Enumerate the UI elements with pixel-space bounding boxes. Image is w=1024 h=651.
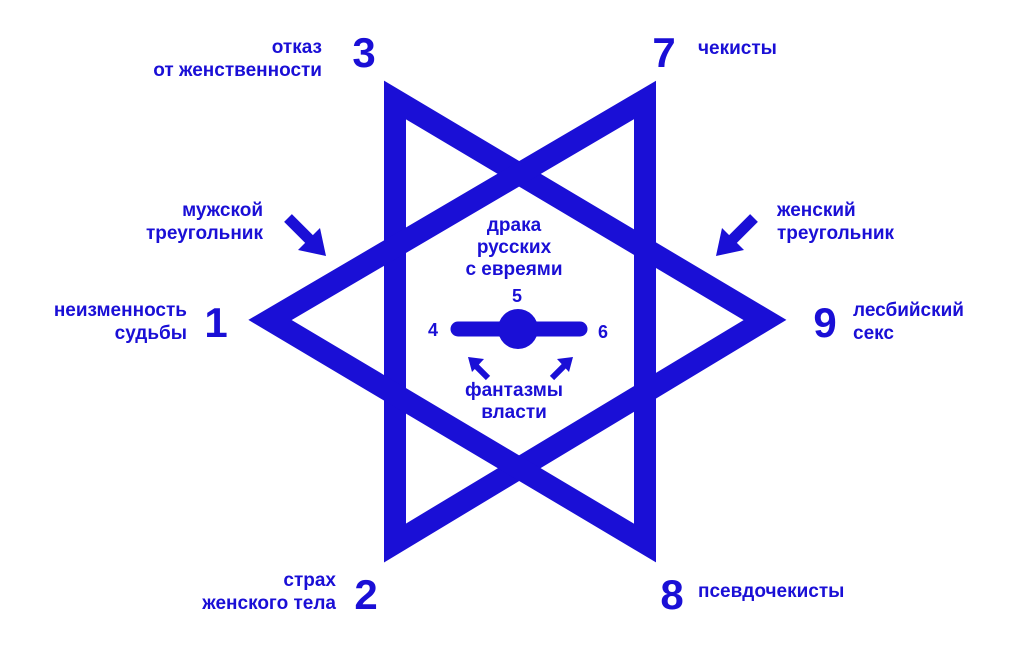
fantasm-label-line-1: фантазмы: [465, 380, 563, 401]
node-8-line-1: псевдочекисты: [698, 581, 844, 602]
node-9-number: 9: [813, 299, 836, 346]
node-2-number: 2: [354, 571, 377, 618]
center-axis: [450, 309, 588, 349]
node-8-number: 8: [660, 571, 683, 618]
node-7-line-1: чекисты: [698, 38, 777, 59]
node-2-line-2: женского тела: [201, 593, 336, 614]
center-label-line-3: с евреями: [465, 259, 562, 280]
male-triangle-line-1: мужской: [182, 200, 263, 221]
female-triangle-arrow-icon: [716, 214, 758, 256]
triangle-1: [384, 80, 787, 563]
node-3-line-2: от женственности: [153, 60, 322, 81]
male-triangle-line-2: треугольник: [146, 223, 263, 244]
node-9-line-2: секс: [853, 323, 894, 344]
center-number-4: 4: [428, 320, 438, 340]
node-1-line-2: судьбы: [115, 323, 187, 344]
center-number-6: 6: [598, 322, 608, 342]
node-3-number: 3: [352, 29, 375, 76]
fantasm-right-arrow-icon: [549, 357, 573, 381]
center-number-5: 5: [512, 286, 522, 306]
node-9-line-1: лесбийский: [853, 300, 964, 321]
node-3-line-1: отказ: [272, 37, 322, 58]
male-triangle-arrow-icon: [284, 214, 326, 256]
female-triangle-line-2: треугольник: [777, 223, 894, 244]
center-label-line-1: драка: [487, 215, 542, 236]
node-1-line-1: неизменность: [54, 300, 187, 321]
triangle-2: [248, 80, 656, 563]
node-2-line-1: страх: [283, 570, 336, 591]
node-7-number: 7: [652, 29, 675, 76]
node-1-number: 1: [204, 299, 227, 346]
fantasm-label-line-2: власти: [481, 402, 547, 423]
center-label-line-2: русских: [477, 237, 552, 258]
fantasm-left-arrow-icon: [468, 357, 491, 381]
female-triangle-line-1: женский: [776, 200, 856, 221]
